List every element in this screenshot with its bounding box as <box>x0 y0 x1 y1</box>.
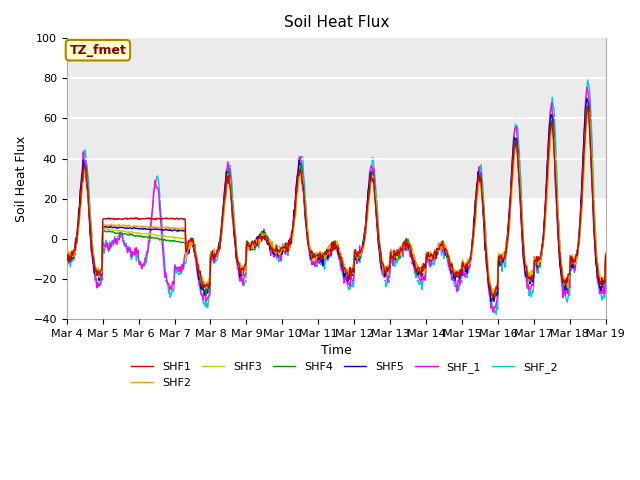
Line: SHF2: SHF2 <box>67 113 605 297</box>
SHF3 <box>402 240 410 245</box>
Line: SHF4: SHF4 <box>67 107 605 297</box>
SHF_2 <box>417 276 425 282</box>
SHF1 <box>183 248 191 254</box>
SHF5 <box>128 226 136 231</box>
SHF5 <box>583 96 591 101</box>
SHF4 <box>211 253 219 259</box>
SHF1 <box>490 296 497 301</box>
SHF_1 <box>63 256 70 262</box>
SHF_1 <box>417 276 425 281</box>
SHF1 <box>417 274 425 279</box>
SHF_1 <box>602 258 609 264</box>
Y-axis label: Soil Heat Flux: Soil Heat Flux <box>15 135 28 222</box>
SHF3 <box>417 268 425 274</box>
SHF_2 <box>602 258 609 264</box>
SHF1 <box>63 255 70 261</box>
Line: SHF_2: SHF_2 <box>67 80 605 314</box>
SHF2 <box>73 240 81 246</box>
SHF_2 <box>73 241 81 247</box>
SHF3 <box>584 110 591 116</box>
SHF2 <box>602 250 609 256</box>
SHF5 <box>602 260 609 265</box>
SHF3 <box>488 293 496 299</box>
SHF1 <box>211 254 219 260</box>
SHF4 <box>402 239 410 245</box>
SHF4 <box>183 244 191 250</box>
SHF3 <box>73 237 81 243</box>
SHF3 <box>63 247 70 253</box>
SHF_1 <box>73 237 81 243</box>
SHF_1 <box>490 310 497 315</box>
Title: Soil Heat Flux: Soil Heat Flux <box>284 15 389 30</box>
SHF_2 <box>402 245 410 251</box>
SHF_2 <box>63 259 70 264</box>
SHF2 <box>417 269 425 275</box>
SHF4 <box>491 294 499 300</box>
SHF_1 <box>211 252 219 257</box>
SHF5 <box>490 299 498 304</box>
Bar <box>67 38 605 199</box>
SHF2 <box>63 243 70 249</box>
SHF5 <box>417 270 425 276</box>
SHF_1 <box>128 249 136 255</box>
SHF_1 <box>583 84 591 90</box>
Legend: SHF1, SHF2, SHF3, SHF4, SHF5, SHF_1, SHF_2: SHF1, SHF2, SHF3, SHF4, SHF5, SHF_1, SHF… <box>126 358 562 392</box>
Text: TZ_fmet: TZ_fmet <box>70 44 126 57</box>
SHF2 <box>584 110 592 116</box>
SHF_1 <box>183 252 191 257</box>
SHF_2 <box>492 312 500 317</box>
SHF4 <box>584 104 591 109</box>
Bar <box>67 199 605 319</box>
SHF2 <box>128 224 136 229</box>
SHF4 <box>128 231 136 237</box>
SHF4 <box>417 271 425 276</box>
SHF1 <box>602 252 609 258</box>
SHF4 <box>73 239 81 245</box>
SHF1 <box>584 103 591 108</box>
SHF2 <box>402 240 410 246</box>
SHF5 <box>211 254 219 260</box>
SHF2 <box>183 247 191 252</box>
SHF3 <box>183 244 191 250</box>
Line: SHF_1: SHF_1 <box>67 87 605 312</box>
SHF2 <box>488 294 496 300</box>
Line: SHF3: SHF3 <box>67 113 605 296</box>
SHF1 <box>128 216 136 221</box>
SHF5 <box>402 242 410 248</box>
X-axis label: Time: Time <box>321 344 351 357</box>
SHF_2 <box>128 255 136 261</box>
SHF_2 <box>584 77 591 83</box>
SHF4 <box>63 251 70 257</box>
Line: SHF1: SHF1 <box>67 106 605 299</box>
SHF2 <box>211 254 219 260</box>
SHF1 <box>73 240 81 246</box>
SHF5 <box>63 253 70 259</box>
SHF5 <box>73 234 81 240</box>
SHF_1 <box>402 241 410 247</box>
SHF5 <box>183 247 191 252</box>
SHF3 <box>602 251 609 257</box>
Line: SHF5: SHF5 <box>67 98 605 301</box>
SHF_2 <box>211 255 219 261</box>
SHF3 <box>211 252 219 258</box>
SHF3 <box>128 229 136 235</box>
SHF1 <box>402 247 410 253</box>
SHF_2 <box>183 253 191 259</box>
SHF4 <box>602 257 609 263</box>
